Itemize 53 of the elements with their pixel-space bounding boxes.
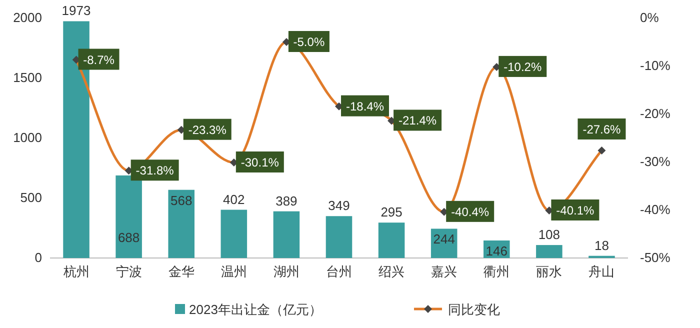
data-label: 1973 — [62, 3, 91, 18]
y2-tick-label: -40% — [640, 202, 671, 217]
y-tick-label: 1500 — [13, 70, 42, 85]
y-tick-label: 500 — [20, 190, 42, 205]
data-label: -40.4% — [451, 204, 490, 219]
x-tick-label: 丽水 — [536, 264, 562, 279]
bar — [273, 211, 300, 258]
x-tick-label: 杭州 — [62, 264, 90, 279]
x-tick-label: 嘉兴 — [431, 264, 458, 279]
bar — [220, 210, 248, 258]
legend-label: 2023年出让金（亿元） — [189, 302, 322, 317]
x-tick-label: 舟山 — [588, 264, 615, 279]
data-label: 688 — [118, 230, 140, 245]
legend-label: 同比变化 — [448, 302, 500, 317]
y2-tick-label: -30% — [640, 154, 671, 169]
bar — [536, 245, 562, 258]
data-label: 18 — [594, 238, 609, 253]
y2-tick-label: -10% — [640, 58, 671, 73]
data-label: -10.2% — [504, 60, 542, 74]
data-label: -27.6% — [582, 122, 622, 136]
data-label: 568 — [170, 192, 192, 208]
bar — [168, 190, 194, 258]
x-tick-label: 台州 — [326, 264, 352, 279]
data-label: -40.1% — [556, 203, 595, 218]
y2-tick-label: -50% — [640, 250, 671, 265]
x-tick-label: 温州 — [220, 264, 247, 279]
x-tick-label: 金华 — [168, 264, 194, 279]
x-tick-label: 衢州 — [484, 264, 510, 279]
bar — [326, 216, 352, 258]
data-label: -18.4% — [346, 99, 384, 114]
data-label: 295 — [380, 204, 402, 220]
x-tick-label: 湖州 — [273, 264, 300, 279]
y-tick-label: 2000 — [13, 10, 42, 25]
data-label: 389 — [276, 193, 298, 208]
data-label: 402 — [223, 192, 245, 207]
y2-tick-label: 0% — [640, 10, 660, 25]
bar — [116, 175, 142, 258]
x-tick-label: 宁波 — [116, 264, 142, 279]
data-label: -5.0% — [293, 35, 325, 49]
data-label: -8.7% — [83, 52, 115, 67]
data-label: -23.3% — [188, 122, 227, 137]
data-label: 146 — [486, 243, 508, 258]
data-label: -31.8% — [136, 164, 174, 178]
data-label: -21.4% — [398, 114, 437, 128]
data-label: 108 — [538, 227, 560, 242]
y2-tick-label: -20% — [640, 106, 671, 121]
x-tick-label: 绍兴 — [378, 264, 405, 279]
data-label: 349 — [328, 198, 350, 214]
data-label: -30.1% — [240, 155, 280, 170]
y-tick-label: 0 — [34, 250, 42, 265]
bar — [378, 222, 405, 258]
y-tick-label: 1000 — [13, 130, 42, 145]
data-label: 244 — [433, 232, 455, 247]
